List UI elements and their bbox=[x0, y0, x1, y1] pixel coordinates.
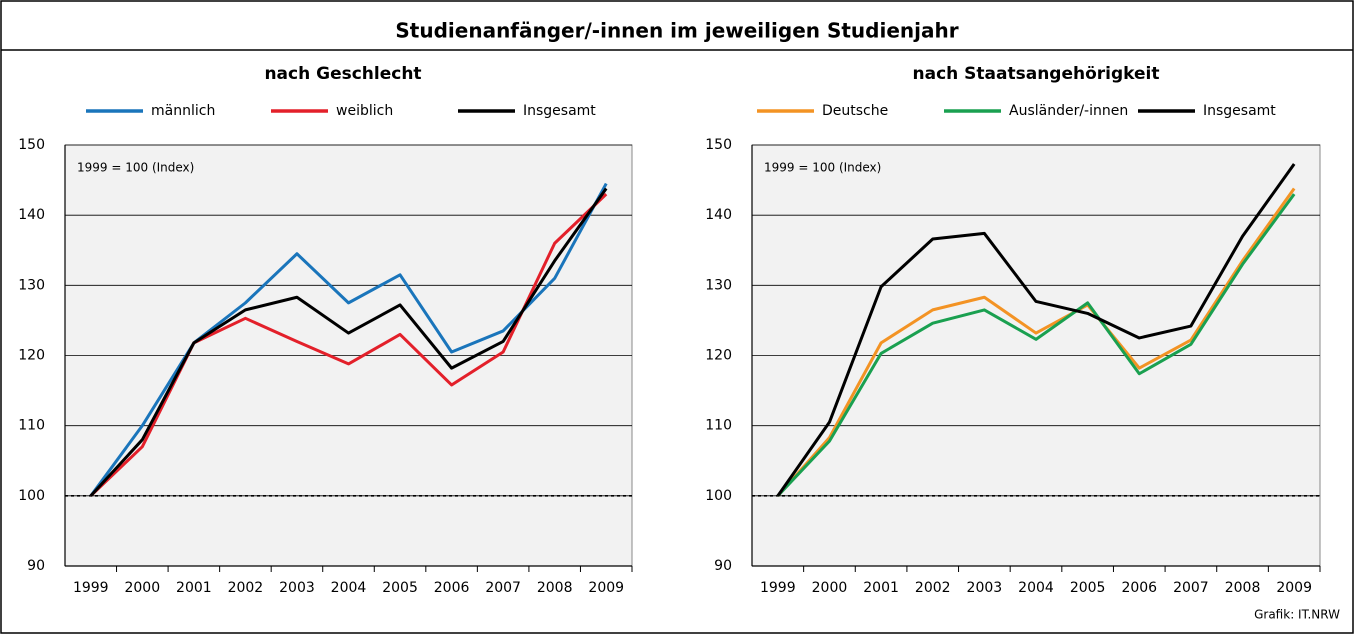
subtitle: nach Staatsangehörigkeit bbox=[913, 64, 1160, 84]
x-tick-label: 1999 bbox=[760, 580, 796, 596]
source: Grafik: IT.NRW bbox=[1254, 608, 1340, 622]
legend-label: Insgesamt bbox=[1203, 103, 1276, 119]
legend-label: Deutsche bbox=[822, 103, 888, 119]
y-tick-label: 90 bbox=[714, 558, 732, 574]
y-tick-label: 130 bbox=[18, 277, 45, 293]
series-line bbox=[776, 187, 1296, 497]
main-title: Studienanfänger/-innen im jeweiligen Stu… bbox=[395, 19, 958, 43]
annotation: 1999 = 100 (Index) bbox=[764, 161, 881, 175]
x-tick-label: 2005 bbox=[382, 580, 418, 596]
x-tick-label: 2006 bbox=[434, 580, 470, 596]
subtitle: nach Geschlecht bbox=[264, 64, 421, 84]
series-line bbox=[776, 193, 1296, 497]
y-tick-label: 120 bbox=[705, 348, 732, 364]
x-tick-label: 2007 bbox=[1173, 580, 1209, 596]
legend-label: Insgesamt bbox=[523, 103, 596, 119]
y-tick-label: 150 bbox=[705, 137, 732, 153]
y-tick-label: 140 bbox=[18, 207, 45, 223]
y-tick-label: 120 bbox=[18, 348, 45, 364]
legend-label: weiblich bbox=[336, 103, 393, 119]
x-tick-label: 2001 bbox=[176, 580, 212, 596]
y-tick-label: 110 bbox=[705, 418, 732, 434]
y-tick-label: 110 bbox=[18, 418, 45, 434]
annotation-box bbox=[757, 153, 907, 183]
x-tick-label: 1999 bbox=[73, 580, 109, 596]
x-tick-label: 2008 bbox=[1225, 580, 1261, 596]
series-line bbox=[776, 163, 1296, 497]
y-tick-label: 140 bbox=[705, 207, 732, 223]
annotation: 1999 = 100 (Index) bbox=[77, 161, 194, 175]
annotation-box bbox=[70, 153, 220, 183]
x-tick-label: 2003 bbox=[967, 580, 1003, 596]
x-tick-label: 2009 bbox=[1276, 580, 1312, 596]
x-tick-label: 2000 bbox=[812, 580, 848, 596]
x-tick-label: 2004 bbox=[1018, 580, 1054, 596]
x-tick-label: 2008 bbox=[537, 580, 573, 596]
x-tick-label: 2006 bbox=[1121, 580, 1157, 596]
y-tick-label: 100 bbox=[705, 488, 732, 504]
x-tick-label: 2004 bbox=[331, 580, 367, 596]
legend-label: Ausländer/-innen bbox=[1009, 103, 1128, 119]
y-tick-label: 100 bbox=[18, 488, 45, 504]
y-tick-label: 150 bbox=[18, 137, 45, 153]
x-tick-label: 2007 bbox=[485, 580, 521, 596]
x-tick-label: 2000 bbox=[124, 580, 160, 596]
legend-label: männlich bbox=[151, 103, 215, 119]
x-tick-label: 2002 bbox=[228, 580, 264, 596]
y-tick-label: 130 bbox=[705, 277, 732, 293]
y-tick-label: 90 bbox=[27, 558, 45, 574]
series-line bbox=[89, 187, 608, 497]
x-tick-label: 2002 bbox=[915, 580, 951, 596]
x-tick-label: 2003 bbox=[279, 580, 315, 596]
x-tick-label: 2005 bbox=[1070, 580, 1106, 596]
x-tick-label: 2009 bbox=[588, 580, 624, 596]
x-tick-label: 2001 bbox=[863, 580, 899, 596]
